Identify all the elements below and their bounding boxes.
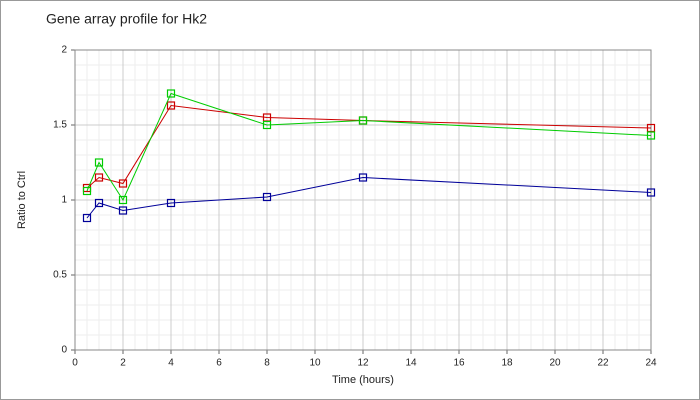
x-tick-label: 24: [645, 358, 657, 369]
marker: [646, 131, 656, 140]
x-tick-label: 4: [168, 358, 174, 369]
x-tick-label: 10: [309, 358, 321, 369]
y-tick-label: 0.5: [53, 270, 67, 281]
y-axis-label: Ratio to Ctrl: [16, 171, 28, 229]
marker: [166, 89, 176, 98]
x-tick-label: 0: [72, 358, 78, 369]
series-line: [86, 176, 652, 219]
y-tick-label: 1.5: [53, 120, 67, 131]
x-tick-label: 6: [216, 358, 222, 369]
x-tick-label: 14: [405, 358, 417, 369]
marker: [166, 101, 176, 110]
x-tick-label: 16: [453, 358, 465, 369]
marker: [118, 195, 128, 205]
marker: [94, 158, 104, 167]
marker: [166, 198, 176, 208]
marker: [646, 188, 656, 197]
x-tick-label: 20: [549, 358, 561, 369]
x-tick-label: 22: [597, 358, 609, 369]
y-tick-label: 2: [61, 45, 67, 56]
marker: [358, 173, 368, 182]
x-tick-label: 8: [264, 358, 270, 369]
marker: [94, 198, 104, 208]
marker: [82, 213, 92, 223]
grid: [74, 49, 652, 351]
series-line: [86, 92, 652, 202]
marker: [262, 192, 272, 202]
chart-title: Gene array profile for Hk2: [46, 11, 207, 27]
marker: [358, 116, 368, 125]
marker: [94, 173, 104, 182]
y-tick-label: 1: [61, 195, 67, 206]
x-tick-label: 2: [120, 358, 126, 369]
plot-border: [74, 49, 652, 351]
marker: [118, 206, 128, 215]
y-tick-label: 0: [61, 345, 67, 356]
marker: [118, 179, 128, 188]
marker: [82, 186, 92, 196]
x-tick-label: 18: [501, 358, 513, 369]
x-tick-label: 12: [357, 358, 369, 369]
x-axis-label: Time (hours): [332, 374, 394, 386]
marker: [262, 120, 272, 130]
